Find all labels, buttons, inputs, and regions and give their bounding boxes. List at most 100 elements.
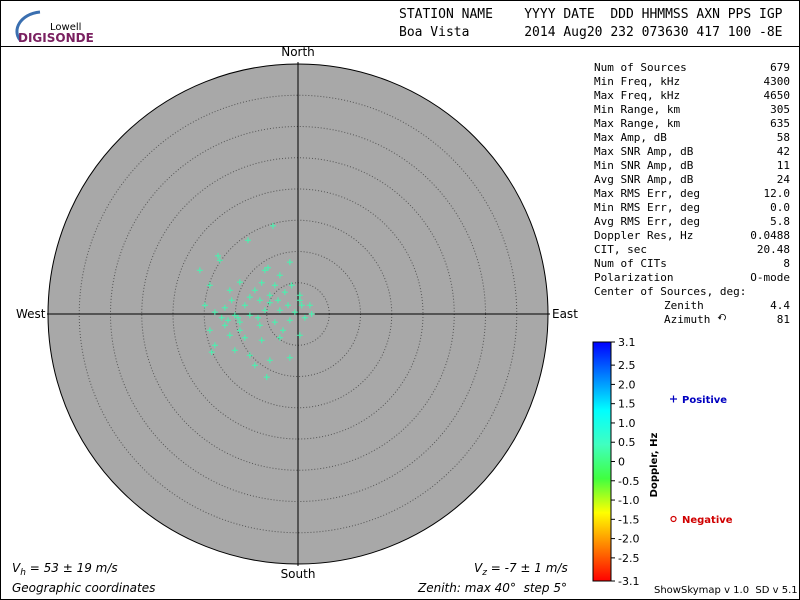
colorbar-tick-label: -0.5: [618, 475, 639, 488]
azimuth-icon: [717, 314, 726, 321]
source-point: [298, 302, 305, 309]
stat-label: Max SNR Amp, dB: [594, 145, 694, 158]
stat-label: Min Range, km: [594, 103, 680, 116]
source-point: [216, 257, 223, 264]
stat-value: 4300: [764, 75, 791, 88]
vz-sub: z: [481, 568, 487, 578]
stat-label: Max Range, km: [594, 117, 680, 130]
source-point: [276, 272, 283, 279]
source-point: [270, 222, 276, 229]
colorbar-tick-label: 2.5: [618, 359, 636, 372]
stat-label: Min Freq, kHz: [594, 75, 680, 88]
colorbar-tick-label: 1.0: [618, 417, 636, 430]
source-point: [206, 327, 213, 334]
stat-value: 11: [777, 159, 790, 172]
legend-marker: [670, 515, 677, 523]
source-point: [275, 297, 281, 304]
stat-label: Max Freq, kHz: [594, 89, 680, 102]
source-point: [211, 342, 218, 349]
colorbar-tick-label: -3.1: [618, 575, 639, 588]
source-point: [255, 314, 261, 321]
stat-value: O-mode: [750, 271, 790, 284]
source-point: [236, 319, 243, 326]
stat-value: 679: [770, 61, 790, 74]
stat-label: Center of Sources, deg:: [594, 285, 746, 298]
source-point: [281, 289, 288, 296]
source-point: [225, 317, 231, 324]
colorbar-label: Doppler, Hz: [649, 433, 660, 498]
stat-value: 305: [770, 103, 790, 116]
logo-bottom: DIGISONDE: [18, 31, 94, 45]
dir-south: South: [281, 567, 316, 581]
source-point: [231, 312, 238, 319]
source-point: [246, 312, 253, 319]
source-point: [228, 297, 235, 304]
dir-east: East: [552, 307, 578, 321]
source-point: [261, 267, 268, 274]
source-point: [241, 302, 248, 309]
source-point: [206, 282, 213, 289]
header-values: Boa Vista 2014 Aug20 232 073630 417 100 …: [399, 25, 783, 40]
source-point: [221, 322, 228, 329]
source-point: [261, 307, 268, 314]
source-point: [286, 317, 293, 324]
stat-value: 24: [777, 173, 791, 186]
stat-value: 42: [777, 145, 790, 158]
source-point: [296, 332, 303, 339]
vz-value: = -7 ± 1 m/s: [487, 561, 568, 575]
stat-value: 0.0488: [750, 229, 790, 242]
vh-label: Vh = 53 ± 19 m/s: [12, 561, 118, 578]
colorbar-tick-label: -1.5: [618, 513, 639, 526]
source-point: [201, 302, 208, 309]
source-point: [251, 287, 258, 294]
colorbar-tick-label: 2.0: [618, 378, 636, 391]
source-point: [271, 319, 278, 326]
source-point: [215, 252, 221, 259]
stat-value: 4.4: [770, 299, 790, 312]
colorbar-tick-label: 0: [618, 456, 625, 469]
vz-label: Vz = -7 ± 1 m/s: [474, 561, 568, 578]
vz-v: V: [474, 561, 483, 575]
source-point: [258, 279, 265, 286]
header-columns: STATION NAME YYYY DATE DDD HHMMSS AXN PP…: [399, 7, 783, 22]
stat-value: 4650: [764, 89, 791, 102]
source-point: [296, 292, 303, 299]
source-point: [306, 302, 313, 309]
colorbar-tick-label: 1.5: [618, 398, 636, 411]
source-point: [236, 279, 243, 286]
source-point: [263, 374, 270, 381]
source-point: [276, 307, 283, 314]
legend-label: Positive: [682, 395, 727, 406]
stat-label: Max RMS Err, deg: [594, 187, 700, 200]
source-point: [266, 292, 273, 299]
logo-swoosh: [15, 10, 41, 41]
source-point: [256, 322, 263, 329]
colorbar-tick-label: 0.5: [618, 436, 636, 449]
zenith-note: Zenith: max 40° step 5°: [417, 581, 567, 595]
stat-label: Num of Sources: [594, 61, 687, 74]
source-point: [271, 282, 278, 289]
source-point: [258, 337, 265, 344]
source-point: [291, 309, 298, 316]
stat-label: Polarization: [594, 271, 673, 284]
stat-label: Avg SNR Amp, dB: [594, 173, 694, 186]
stat-label: Min SNR Amp, dB: [594, 159, 694, 172]
source-point: [301, 314, 308, 321]
source-point: [231, 347, 238, 354]
dir-west: West: [16, 307, 46, 321]
stat-value: 58: [777, 131, 790, 144]
colorbar-tick-label: -2.0: [618, 533, 639, 546]
stat-label: Avg RMS Err, deg: [594, 215, 700, 228]
legend-marker: [670, 395, 677, 403]
stat-label: Azimuth: [664, 313, 710, 326]
source-point: [266, 357, 273, 364]
stat-label: CIT, sec: [594, 243, 647, 256]
source-point: [288, 282, 295, 289]
source-point: [286, 354, 293, 361]
source-point: [245, 237, 251, 244]
stat-label: Doppler Res, Hz: [594, 229, 693, 242]
source-point: [276, 334, 283, 341]
vh-sub: h: [20, 568, 26, 578]
source-point: [265, 264, 271, 271]
